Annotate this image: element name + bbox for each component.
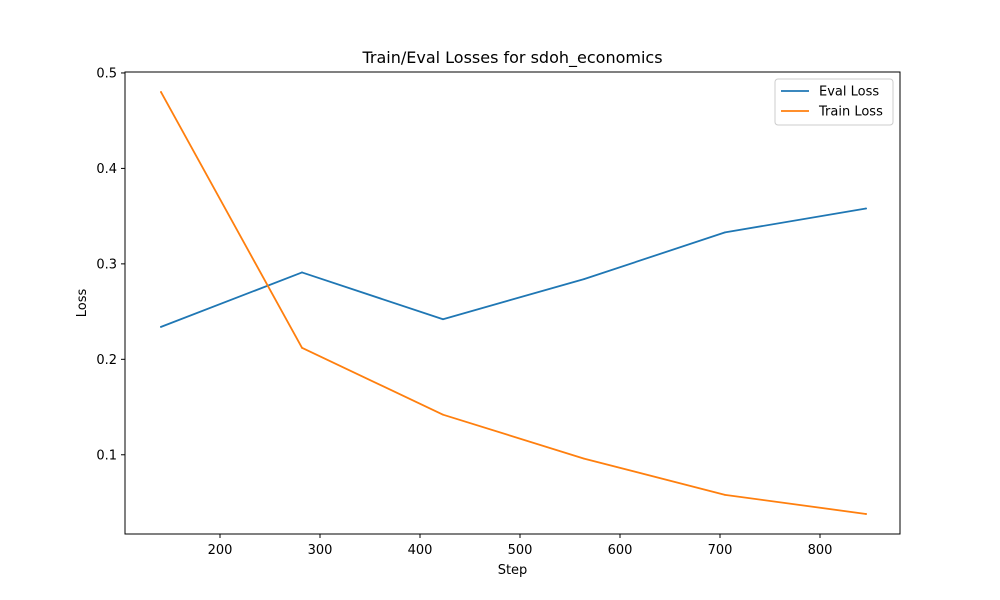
data-point-train-loss xyxy=(865,513,867,515)
y-tick-label: 0.1 xyxy=(96,448,117,463)
x-tick-label: 600 xyxy=(608,543,633,558)
data-point-train-loss xyxy=(442,413,444,416)
legend-label-eval-loss: Eval Loss xyxy=(819,85,879,100)
x-tick-label: 300 xyxy=(308,543,333,558)
x-tick-label: 800 xyxy=(808,543,833,558)
data-point-eval-loss xyxy=(724,231,726,234)
y-axis-ticks: 0.1 0.2 0.3 0.4 0.5 xyxy=(96,66,125,463)
data-point-train-loss xyxy=(301,346,303,349)
series-line-eval-loss xyxy=(160,207,867,328)
data-point-eval-loss xyxy=(160,325,162,328)
plot-lines xyxy=(160,91,867,515)
x-axis-label: Step xyxy=(498,563,528,578)
y-tick-label: 0.5 xyxy=(96,66,117,81)
y-axis-label: Loss xyxy=(75,289,90,318)
data-point-eval-loss xyxy=(301,271,303,274)
x-tick-label: 200 xyxy=(208,543,233,558)
legend: Eval Loss Train Loss xyxy=(774,78,894,126)
data-point-train-loss xyxy=(160,91,162,93)
series-line-train-loss xyxy=(160,91,867,515)
x-tick-label: 400 xyxy=(408,543,433,558)
chart-title: Train/Eval Losses for sdoh_economics xyxy=(361,48,662,68)
data-point-train-loss xyxy=(583,457,585,460)
y-tick-label: 0.2 xyxy=(96,353,117,368)
data-point-eval-loss xyxy=(442,318,444,321)
x-tick-label: 500 xyxy=(508,543,533,558)
y-tick-label: 0.3 xyxy=(96,257,117,272)
data-point-train-loss xyxy=(724,493,726,496)
data-point-eval-loss xyxy=(583,278,585,281)
x-tick-label: 700 xyxy=(708,543,733,558)
legend-label-train-loss: Train Loss xyxy=(818,105,883,120)
x-axis-ticks: 200 300 400 500 600 700 800 xyxy=(208,534,833,558)
y-tick-label: 0.4 xyxy=(96,162,117,177)
data-point-eval-loss xyxy=(865,207,867,210)
plot-frame xyxy=(124,71,901,535)
